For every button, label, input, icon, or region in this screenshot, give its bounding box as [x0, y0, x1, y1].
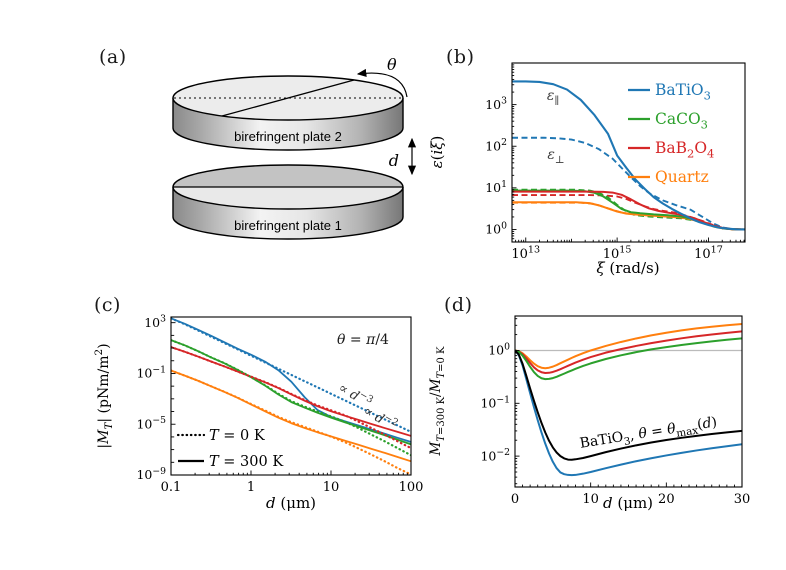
plate1-top-outline	[172, 164, 404, 210]
y-tick-label: 101	[485, 179, 507, 195]
x-tick-label: 0.1	[161, 480, 182, 495]
y-axis-label: MT=300 K/MT=0 K	[428, 346, 447, 457]
y-tick-label: 10−2	[480, 447, 510, 463]
x-tick-label: 10	[582, 492, 599, 507]
series-BaTiO3-thetamax-ratio	[515, 349, 742, 461]
birefringent-plate-1: birefringent plate 1	[172, 164, 404, 240]
x-axis-label: ξ (rad/s)	[596, 259, 659, 277]
x-tick-label: 100	[399, 480, 424, 495]
x-tick-label: 20	[658, 492, 675, 507]
birefringent-plate-2: θ birefringent plate 2	[172, 55, 408, 151]
legend-label: T = 300 K	[209, 454, 284, 470]
legend-label: T = 0 K	[209, 428, 266, 444]
plate1-label: birefringent plate 1	[234, 218, 342, 233]
y-axis-label: |MT| (pNm/m2)	[93, 343, 115, 448]
series-BaTiO3-eps-perp	[512, 136, 745, 231]
y-tick-label: 100	[485, 220, 507, 236]
series-Quartz-0K	[171, 369, 411, 475]
series-CaCO3-0K	[171, 339, 411, 457]
series-BaB2O4-0K	[171, 345, 411, 450]
y-tick-label: 10−5	[136, 415, 166, 431]
d-label: d	[389, 151, 399, 170]
plate2-optic-axis	[221, 79, 355, 117]
legend-label: BaB2O4	[655, 139, 714, 161]
theta-pi4-label: θ = π/4	[337, 332, 389, 348]
theta-label: θ	[387, 55, 397, 74]
x-tick-label: 0	[511, 492, 519, 507]
ticks-b	[511, 62, 745, 243]
y-tick-label: 103	[485, 96, 507, 112]
x-tick-label: 1017	[694, 245, 723, 262]
separation-arrow: d	[389, 137, 417, 176]
plate2-label: birefringent plate 2	[234, 129, 342, 144]
ticks-d	[514, 318, 743, 487]
series-BaTiO3-0K	[171, 317, 411, 433]
x-tick-label: 1	[247, 480, 255, 495]
y-tick-label: 10−1	[480, 394, 510, 410]
plot-area-c	[171, 317, 411, 475]
eps-perp-label: ε⊥	[547, 147, 564, 166]
panel-c-label: (c)	[94, 294, 121, 316]
y-tick-label: 102	[485, 137, 507, 153]
plot-area-d	[515, 323, 742, 477]
legend-c: T = 0 K T = 300 K	[176, 428, 284, 470]
series-Quartz-ratio	[515, 323, 742, 370]
batio3-thetamax-label: BaTiO3, θ = θmax(d)	[579, 414, 719, 455]
series-CaCO3-ratio	[515, 337, 742, 381]
x-axis-label: d (μm)	[266, 494, 316, 512]
x-tick-label: 10	[323, 480, 340, 495]
y-tick-label: 10−1	[136, 364, 166, 380]
y-tick-label: 103	[144, 314, 166, 330]
panel-a-label: (a)	[99, 46, 127, 68]
ticks-c	[170, 322, 412, 476]
panel-d-label: (d)	[444, 294, 473, 316]
axes-frame-c	[170, 316, 412, 476]
legend-label: CaCO3	[655, 110, 708, 132]
theta-rotation-arrow	[356, 68, 408, 98]
x-axis-label: d (μm)	[603, 494, 653, 512]
legend-b: BaTiO3 CaCO3 BaB2O4 Quartz	[628, 81, 714, 186]
legend-label: Quartz	[655, 168, 709, 186]
plate1-top-back-half	[173, 165, 403, 187]
panel-b-label: (b)	[446, 46, 475, 68]
series-BaTiO3-eps-parallel	[512, 80, 745, 231]
y-tick-label: 100	[488, 341, 510, 357]
y-tick-label: 10−9	[136, 466, 166, 482]
x-tick-label: 1015	[603, 245, 632, 262]
series-BaTiO3-ratio	[515, 349, 742, 477]
series-BaB2O4-ratio	[515, 330, 742, 374]
y-axis-label: ε(iξ)	[428, 136, 446, 169]
plot-area-b	[512, 80, 745, 231]
x-tick-label: 1013	[511, 245, 540, 262]
eps-parallel-label: ε∥	[547, 88, 559, 107]
legend-label: BaTiO3	[655, 81, 711, 103]
x-tick-label: 30	[734, 492, 751, 507]
